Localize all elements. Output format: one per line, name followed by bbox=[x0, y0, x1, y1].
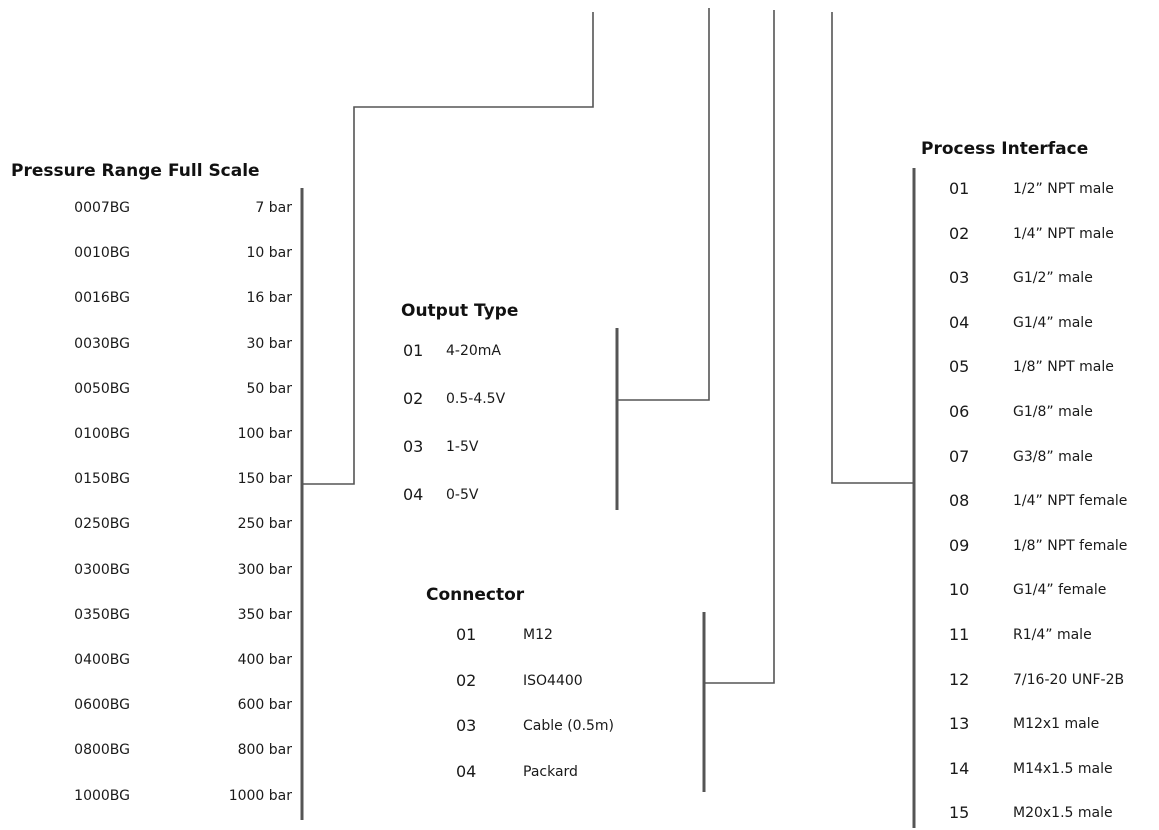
pressure-range-heading: Pressure Range bbox=[11, 161, 162, 181]
wire-pressure bbox=[302, 12, 594, 485]
output-label: 0-5V bbox=[446, 487, 479, 503]
full-scale-value: 10 bar bbox=[246, 245, 293, 262]
connector-heading: Connector bbox=[426, 585, 525, 605]
full-scale-value: 350 bar bbox=[237, 606, 292, 623]
output-label: 4-20mA bbox=[446, 343, 501, 359]
connector-label: Cable (0.5m) bbox=[523, 718, 615, 734]
process-label: 1/4” NPT female bbox=[1013, 493, 1128, 510]
wire-process bbox=[831, 12, 914, 484]
wire-connector bbox=[704, 10, 775, 684]
process-label: R1/4” male bbox=[1013, 627, 1092, 643]
pressure-code: 0100BG bbox=[74, 426, 130, 442]
full-scale-value: 30 bar bbox=[246, 335, 293, 352]
full-scale-value: 400 bar bbox=[237, 652, 292, 668]
process-code: 14 bbox=[949, 758, 970, 778]
process-code: 05 bbox=[949, 357, 970, 377]
wire-output bbox=[617, 8, 710, 401]
process-label: 1/4” NPT male bbox=[1013, 225, 1114, 242]
pressure-code: 0030BG bbox=[74, 335, 130, 352]
process-label: G1/4” male bbox=[1013, 314, 1093, 331]
pressure-code: 0800BG bbox=[74, 742, 130, 759]
process-code: 01 bbox=[949, 179, 970, 198]
process-label: G1/8” male bbox=[1013, 404, 1093, 420]
connector-label: M12 bbox=[523, 627, 553, 643]
pressure-code: 0400BG bbox=[74, 652, 130, 668]
full-scale-value: 16 bar bbox=[246, 290, 293, 307]
process-code: 07 bbox=[949, 446, 970, 466]
process-label: M12x1 male bbox=[1013, 716, 1100, 733]
full-scale-value: 1000 bar bbox=[228, 787, 292, 804]
full-scale-value: 100 bar bbox=[237, 426, 292, 442]
process-label: M20x1.5 male bbox=[1013, 805, 1113, 822]
process-label: M14x1.5 male bbox=[1013, 760, 1113, 777]
process-code: 08 bbox=[949, 491, 970, 511]
full-scale-heading: Full Scale bbox=[168, 161, 260, 181]
process-label: 7/16-20 UNF-2B bbox=[1013, 671, 1125, 688]
process-code: 12 bbox=[949, 669, 970, 689]
process-label: 1/8” NPT female bbox=[1013, 537, 1128, 554]
pressure-code: 0016BG bbox=[74, 290, 130, 307]
pressure-code: 0050BG bbox=[74, 380, 130, 397]
process-code: 15 bbox=[949, 803, 970, 823]
process-code: 06 bbox=[949, 402, 970, 421]
process-code: 03 bbox=[949, 268, 970, 288]
output-label: 1-5V bbox=[446, 439, 479, 455]
pressure-code: 0250BG bbox=[74, 516, 130, 533]
pressure-code: 0010BG bbox=[74, 245, 130, 262]
output-code: 03 bbox=[403, 437, 424, 456]
output-code: 04 bbox=[403, 485, 424, 504]
process-label: G1/4” female bbox=[1013, 582, 1107, 599]
pressure-code: 0007BG bbox=[74, 200, 130, 216]
connector-code: 02 bbox=[456, 670, 477, 690]
full-scale-value: 150 bar bbox=[237, 471, 292, 488]
full-scale-value: 250 bar bbox=[237, 516, 292, 533]
process-code: 09 bbox=[949, 535, 970, 555]
process-code: 10 bbox=[949, 580, 970, 600]
pressure-code: 0600BG bbox=[74, 697, 130, 714]
process-label: G3/8” male bbox=[1013, 448, 1093, 465]
process-code: 04 bbox=[949, 312, 970, 332]
connector-code: 04 bbox=[456, 761, 477, 781]
pressure-code: 0350BG bbox=[74, 606, 130, 623]
full-scale-value: 300 bar bbox=[237, 561, 292, 578]
full-scale-value: 7 bar bbox=[255, 200, 292, 216]
process-code: 02 bbox=[949, 223, 970, 243]
process-code: 13 bbox=[949, 714, 970, 734]
output-label: 0.5-4.5V bbox=[446, 391, 506, 407]
process-label: 1/2” NPT male bbox=[1013, 181, 1114, 197]
full-scale-value: 800 bar bbox=[237, 742, 292, 759]
process-label: 1/8” NPT male bbox=[1013, 359, 1114, 376]
connector-code: 03 bbox=[456, 716, 477, 735]
pressure-code: 1000BG bbox=[74, 787, 130, 804]
process-code: 11 bbox=[949, 625, 970, 644]
output-type-heading: Output Type bbox=[401, 301, 519, 321]
pressure-code: 0300BG bbox=[74, 561, 130, 578]
output-code: 01 bbox=[403, 341, 424, 360]
output-code: 02 bbox=[403, 389, 424, 408]
pressure-code: 0150BG bbox=[74, 471, 130, 488]
full-scale-value: 50 bar bbox=[246, 380, 293, 397]
connector-label: ISO4400 bbox=[523, 672, 583, 689]
full-scale-value: 600 bar bbox=[237, 697, 292, 714]
process-interface-heading: Process Interface bbox=[921, 139, 1089, 159]
connector-code: 01 bbox=[456, 625, 477, 644]
process-label: G1/2” male bbox=[1013, 270, 1093, 287]
connector-label: Packard bbox=[523, 763, 578, 780]
